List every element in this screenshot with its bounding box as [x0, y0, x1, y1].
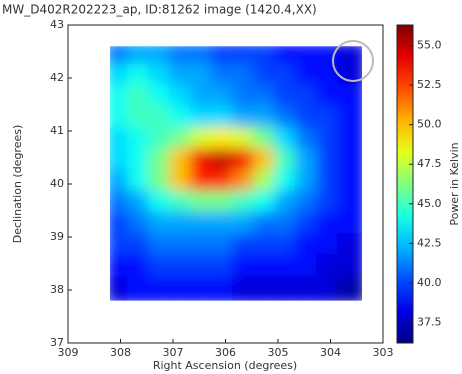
colorbar-tick-label: 55.0 — [417, 39, 442, 52]
x-tick-label: 303 — [373, 346, 394, 359]
x-tick-label: 304 — [320, 346, 341, 359]
x-tick-label: 306 — [215, 346, 236, 359]
colorbar-tick-label: 45.0 — [417, 197, 442, 210]
x-tick-label: 305 — [268, 346, 289, 359]
y-tick-label: 41 — [50, 124, 64, 137]
y-tick-label: 38 — [50, 283, 64, 296]
colorbar — [397, 25, 413, 343]
colorbar-label: Power in Kelvin — [448, 142, 461, 225]
y-axis-label: Declination (degrees) — [11, 125, 24, 244]
colorbar-frame — [396, 24, 414, 344]
y-tick-label: 37 — [50, 336, 64, 349]
chart-title: MW_D402R202223_ap, ID:81262 image (1420.… — [2, 3, 317, 17]
colorbar-tick-label: 52.5 — [417, 78, 442, 91]
annotation-circle — [332, 40, 374, 82]
colorbar-tick-label: 37.5 — [417, 315, 442, 328]
x-axis-label: Right Ascension (degrees) — [153, 359, 297, 372]
heatmap — [110, 46, 362, 301]
y-tick-label: 39 — [50, 230, 64, 243]
x-tick-label: 308 — [110, 346, 131, 359]
heatmap-cell — [337, 275, 362, 301]
y-tick-label: 43 — [50, 18, 64, 31]
colorbar-tick-label: 47.5 — [417, 157, 442, 170]
colorbar-tick-label: 40.0 — [417, 276, 442, 289]
y-tick-label: 42 — [50, 71, 64, 84]
x-tick-label: 307 — [163, 346, 184, 359]
y-tick-label: 40 — [50, 177, 64, 190]
x-tick-label: 309 — [58, 346, 79, 359]
colorbar-tick-label: 50.0 — [417, 118, 442, 131]
colorbar-tick-label: 42.5 — [417, 236, 442, 249]
